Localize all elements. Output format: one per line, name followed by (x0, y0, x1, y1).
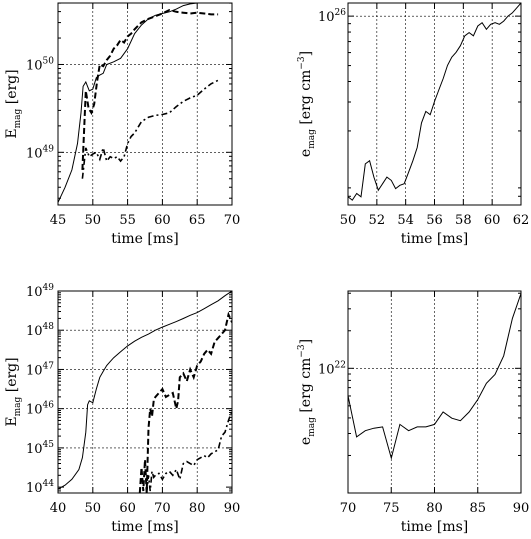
series-line-dashed (81, 8, 219, 170)
x-tick-label: 70 (224, 213, 241, 228)
x-tick-label: 50 (340, 213, 357, 228)
y-tick-label: 1022 (318, 360, 346, 377)
y-tick-label: 1048 (26, 322, 54, 339)
y-tick-label: 1050 (26, 56, 54, 73)
x-tick-label: 90 (224, 501, 241, 516)
x-tick-label: 60 (119, 501, 136, 516)
series-line-dashdot (81, 79, 219, 179)
y-axis-label: Emag [erg] (4, 69, 23, 138)
plot-frame (347, 290, 522, 494)
x-tick-label: 58 (455, 213, 472, 228)
x-tick-label: 70 (340, 501, 357, 516)
x-tick-label: 70 (154, 501, 171, 516)
y-tick-label: 1045 (26, 440, 54, 457)
x-tick-label: 54 (397, 213, 414, 228)
x-axis-label: time [ms] (401, 519, 469, 535)
plot-frame (57, 2, 233, 206)
x-tick-label: 55 (119, 213, 136, 228)
y-axis-label: Emag [erg] (4, 357, 23, 426)
series-line-dashdot (145, 410, 232, 493)
x-tick-label: 65 (189, 213, 206, 228)
series-line-dashed (138, 311, 232, 493)
x-axis-label: time [ms] (111, 519, 179, 535)
chart-panel-br: 1022 70 75 80 85 90 time [ms] emag [erg cm−3] (297, 290, 530, 535)
series-line-solid (58, 291, 232, 490)
y-tick-label: 1026 (318, 8, 346, 25)
y-axis-label: emag [erg cm−3] (297, 339, 317, 445)
x-tick-label: 56 (426, 213, 443, 228)
plot-frame (57, 290, 233, 494)
x-tick-label: 80 (426, 501, 443, 516)
x-tick-label: 60 (484, 213, 501, 228)
x-tick-label: 75 (383, 501, 400, 516)
x-tick-label: 52 (369, 213, 386, 228)
y-tick-label: 1047 (26, 361, 54, 378)
chart-panel-tl: 1049 1050 45 50 55 60 65 70 time [ms] Emag [erg] (4, 2, 241, 247)
y-tick-label: 1044 (26, 479, 54, 496)
x-tick-label: 62 (513, 213, 530, 228)
x-tick-label: 45 (50, 213, 67, 228)
chart-panel-tr: 1026 50 52 54 56 58 60 62 time [ms] emag [erg cm−… (297, 2, 530, 247)
x-tick-label: 90 (513, 501, 530, 516)
series-line-solid (58, 3, 232, 203)
x-tick-label: 50 (85, 213, 102, 228)
x-axis-label: time [ms] (401, 231, 469, 247)
chart-panel-bl: 1044 1045 1046 1047 1048 1049 40 50 60 70 80 90 time… (4, 283, 240, 535)
x-tick-label: 85 (469, 501, 486, 516)
x-tick-label: 60 (154, 213, 171, 228)
y-tick-label: 1049 (26, 144, 54, 161)
x-axis-label: time [ms] (111, 231, 179, 247)
x-tick-label: 50 (85, 501, 102, 516)
series-line-solid (348, 3, 521, 201)
x-tick-label: 40 (50, 501, 67, 516)
plot-frame (347, 2, 522, 206)
series-line-solid (348, 293, 521, 461)
y-axis-label: emag [erg cm−3] (297, 51, 317, 157)
y-tick-label: 1046 (26, 401, 54, 418)
x-tick-label: 80 (189, 501, 206, 516)
y-tick-label: 1049 (26, 283, 54, 300)
